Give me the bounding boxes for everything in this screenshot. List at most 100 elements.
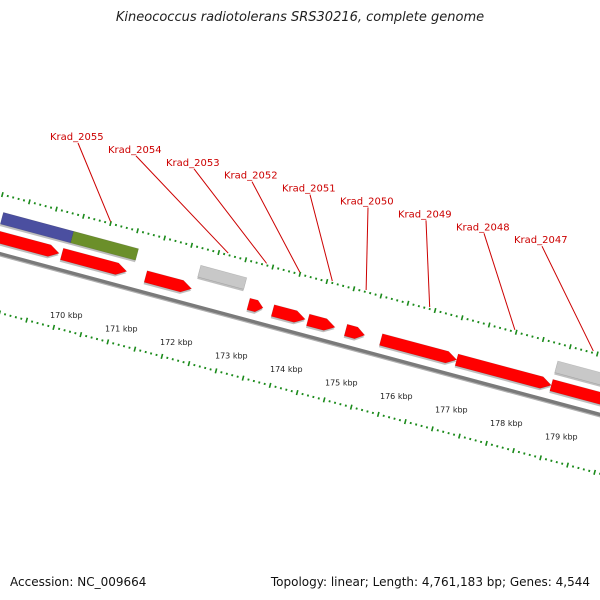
upper-tick-mark: [223, 252, 226, 256]
feature-red-3[interactable]: [143, 270, 193, 293]
lower-tick-mark: [79, 332, 83, 338]
lower-tick-mark: [539, 455, 542, 461]
upper-tick-mark: [563, 344, 567, 347]
lower-tick-mark: [301, 392, 304, 396]
upper-tick-mark: [401, 300, 404, 304]
lower-tick-mark: [474, 439, 477, 442]
lower-tick-mark: [571, 465, 575, 468]
lower-tick-mark: [3, 313, 7, 316]
lower-tick-mark: [393, 417, 396, 420]
upper-tick-mark: [98, 219, 101, 222]
lower-tick-mark: [122, 345, 126, 348]
upper-tick-mark: [320, 278, 323, 282]
feature-red-1[interactable]: [0, 230, 60, 257]
lower-tick-mark: [555, 460, 558, 464]
lower-tick-mark: [582, 468, 585, 471]
lower-tick-mark: [420, 424, 423, 428]
upper-tick-mark: [520, 332, 523, 335]
lower-tick-mark: [279, 387, 283, 390]
upper-tick-mark: [595, 351, 599, 357]
upper-tick-mark: [352, 286, 356, 292]
upper-tick-mark: [60, 209, 63, 212]
lower-tick-mark: [139, 349, 142, 352]
lower-tick-mark: [290, 389, 293, 393]
lower-tick-mark: [512, 447, 515, 454]
upper-tick-mark: [493, 325, 496, 328]
upper-tick-mark: [514, 329, 518, 335]
upper-tick-mark: [104, 220, 107, 224]
upper-tick-mark: [168, 238, 172, 241]
feature-track: [0, 212, 600, 407]
label-krad-2051: Krad_2051: [282, 184, 336, 195]
upper-tick-mark: [444, 312, 448, 315]
lower-tick-mark: [30, 320, 34, 323]
gene-krad-2049[interactable]: [379, 333, 458, 364]
upper-tick-mark: [460, 315, 464, 321]
lower-tick-mark: [588, 469, 591, 473]
gene-krad-2053[interactable]: [246, 297, 264, 313]
leader-krad-2053: [193, 168, 267, 264]
label-krad-2053: Krad_2053: [166, 158, 220, 169]
gene-krad-2051[interactable]: [306, 313, 336, 331]
lower-tick-mark: [20, 317, 23, 320]
upper-tick-mark: [185, 242, 188, 246]
lower-tick-mark: [485, 440, 488, 446]
upper-tick-mark: [358, 289, 361, 292]
kbp-label: 179 kbp: [545, 433, 578, 442]
upper-tick-mark: [282, 268, 285, 272]
kbp-label: 177 kbp: [435, 406, 468, 415]
lower-tick-mark: [382, 414, 385, 418]
genome-backbone: [0, 251, 600, 418]
upper-tick-mark: [487, 322, 491, 328]
upper-tick-mark: [568, 344, 572, 350]
upper-tick-mark: [477, 320, 480, 324]
upper-tick-mark: [76, 213, 80, 217]
lower-tick-mark: [398, 418, 402, 422]
upper-tick-mark: [531, 335, 534, 338]
upper-tick-mark: [55, 206, 58, 212]
lower-tick-mark: [52, 324, 56, 331]
lower-tick-mark: [306, 394, 310, 397]
gene-krad-2047[interactable]: [554, 360, 600, 389]
backbone-line: [0, 251, 600, 417]
lower-tick-mark: [523, 452, 526, 455]
upper-tick-mark: [585, 349, 588, 353]
gene-krad-2052[interactable]: [270, 304, 306, 323]
upper-tick-mark: [266, 264, 269, 267]
upper-tick-mark: [114, 223, 118, 227]
lower-tick-mark: [561, 462, 564, 465]
upper-tick-mark: [174, 239, 177, 243]
upper-tick-mark: [12, 196, 15, 199]
lower-tick-mark: [177, 359, 180, 362]
lower-tick-mark: [274, 385, 277, 389]
feature-red-4[interactable]: [549, 379, 600, 405]
leader-krad-2050: [365, 207, 369, 291]
lower-tick-mark: [63, 329, 66, 332]
lower-tick-mark: [544, 458, 548, 461]
upper-tick-ruler: [0, 191, 599, 357]
lower-tick-mark: [457, 433, 461, 439]
lower-tick-mark: [442, 430, 445, 433]
upper-tick-mark: [44, 204, 47, 208]
upper-tick-mark: [331, 281, 334, 285]
leader-krad-2047: [541, 245, 594, 352]
lower-tick-mark: [403, 418, 407, 425]
kbp-label: 176 kbp: [380, 392, 413, 401]
gene-krad-2054[interactable]: [197, 264, 248, 290]
gene-krad-2048[interactable]: [454, 353, 552, 389]
upper-tick-mark: [228, 254, 231, 257]
upper-tick-mark: [455, 315, 458, 318]
upper-tick-mark: [217, 249, 221, 256]
lower-tick-mark: [506, 447, 510, 451]
upper-tick-mark: [347, 286, 350, 289]
lower-tick-mark: [25, 317, 29, 323]
lower-tick-mark: [447, 432, 450, 435]
gene-krad-2050[interactable]: [343, 323, 366, 340]
upper-tick-mark: [558, 342, 561, 346]
feature-red-2[interactable]: [59, 247, 128, 275]
upper-tick-mark: [71, 212, 74, 215]
gene-krad-2055[interactable]: [70, 230, 139, 261]
label-krad-2054: Krad_2054: [108, 145, 162, 156]
lower-tick-mark: [58, 327, 61, 331]
